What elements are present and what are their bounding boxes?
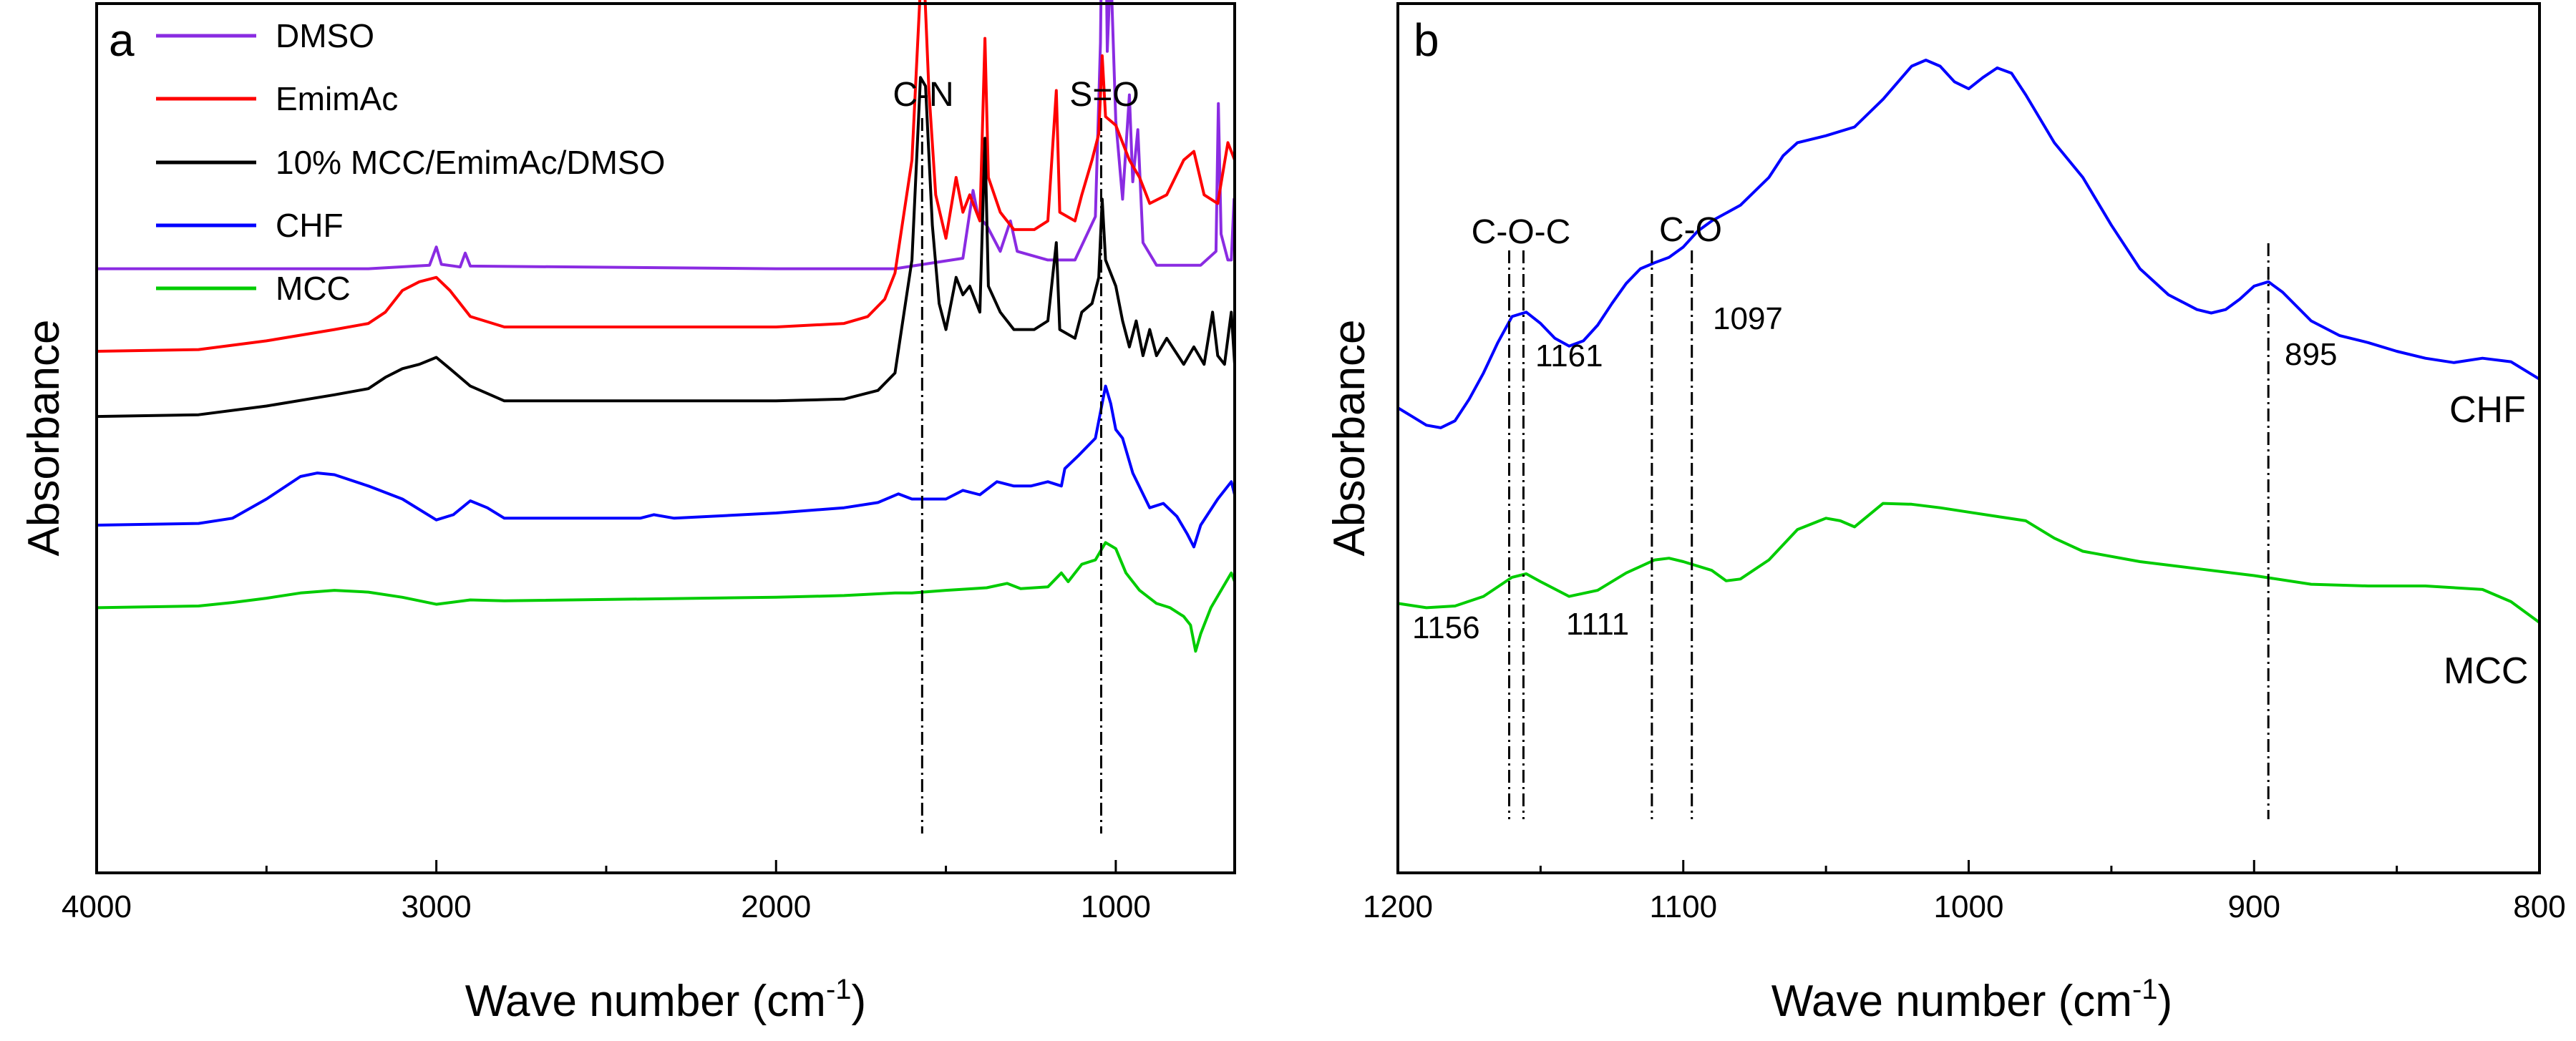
- panel-b-letter: b: [1414, 14, 1439, 66]
- panel-b-annotation-co: C-O: [1659, 211, 1722, 249]
- series-line-chf: [1396, 59, 2541, 429]
- panel-b-xlabel: Wave number (cm-1): [1771, 974, 2172, 1026]
- legend-label-mcc: MCC: [276, 270, 351, 307]
- panel-a-peak-label-so: S=O: [1069, 76, 1139, 114]
- series-line-10-mcc-emimac-dmso: [96, 76, 1236, 419]
- panel-b-curve-label-chf: CHF: [2449, 389, 2526, 431]
- legend-label-mcc-emimac-dmso: 10% MCC/EmimAc/DMSO: [276, 144, 665, 181]
- x-tick-label: 900: [2228, 889, 2280, 924]
- x-tick-label: 4000: [62, 889, 132, 924]
- panel-b-series: [1396, 59, 2541, 624]
- panel-b: 1200 1100 1000 900 800 b C-O-C C-O 1161 1097…: [1325, 2, 2566, 1026]
- panel-b-annotation-1111: 1111: [1566, 607, 1629, 642]
- legend-label-dmso: DMSO: [276, 17, 374, 54]
- x-tick-label: 1100: [1649, 889, 1717, 924]
- panel-b-annotation-coc: C-O-C: [1472, 213, 1571, 251]
- x-tick-label: 1000: [1081, 889, 1151, 924]
- panel-a-peak-label-cn: C-N: [893, 76, 953, 114]
- x-tick-label: 1000: [1934, 889, 2004, 924]
- series-line-mcc: [96, 541, 1236, 653]
- series-line-chf: [96, 384, 1236, 549]
- panel-b-annotation-1097: 1097: [1713, 301, 1783, 336]
- series-line-dmso: [97, 0, 1236, 270]
- panel-b-annotation-1161: 1161: [1535, 338, 1603, 373]
- panel-a-xlabel: Wave number (cm-1): [465, 974, 866, 1026]
- panel-b-ticks: 1200 1100 1000 900 800: [1363, 860, 2566, 924]
- panel-a-series: [96, 0, 1236, 653]
- panel-b-ylabel: Absorbance: [1325, 320, 1374, 557]
- panel-a-plot-frame: [95, 2, 1236, 874]
- panel-b-annotation-1156: 1156: [1412, 610, 1480, 645]
- legend-label-chf: CHF: [276, 207, 344, 244]
- panel-b-annotation-895: 895: [2285, 337, 2337, 372]
- x-tick-label: 800: [2513, 889, 2565, 924]
- panel-b-plot-frame: [1396, 2, 2541, 874]
- series-line-emimac: [96, 0, 1236, 353]
- panel-b-curve-label-mcc: MCC: [2444, 650, 2528, 692]
- legend-label-emimac: EmimAc: [276, 80, 398, 117]
- panel-a-reference-lines: [920, 118, 1102, 834]
- panel-a-legend: DMSO EmimAc 10% MCC/EmimAc/DMSO CHF MCC: [156, 17, 665, 307]
- x-tick-label: 1200: [1363, 889, 1433, 924]
- panel-a-letter: a: [109, 14, 135, 66]
- panel-b-reference-lines: [1508, 243, 2270, 819]
- panel-a-ylabel: Absorbance: [19, 320, 69, 557]
- panel-a: 4000 3000 2000 1000 a DMSO EmimAc 10% MCC/E…: [19, 0, 1236, 1026]
- x-tick-label: 3000: [402, 889, 472, 924]
- series-line-mcc: [1397, 502, 2541, 624]
- panel-a-ticks: 4000 3000 2000 1000: [62, 860, 1151, 924]
- x-tick-label: 2000: [741, 889, 811, 924]
